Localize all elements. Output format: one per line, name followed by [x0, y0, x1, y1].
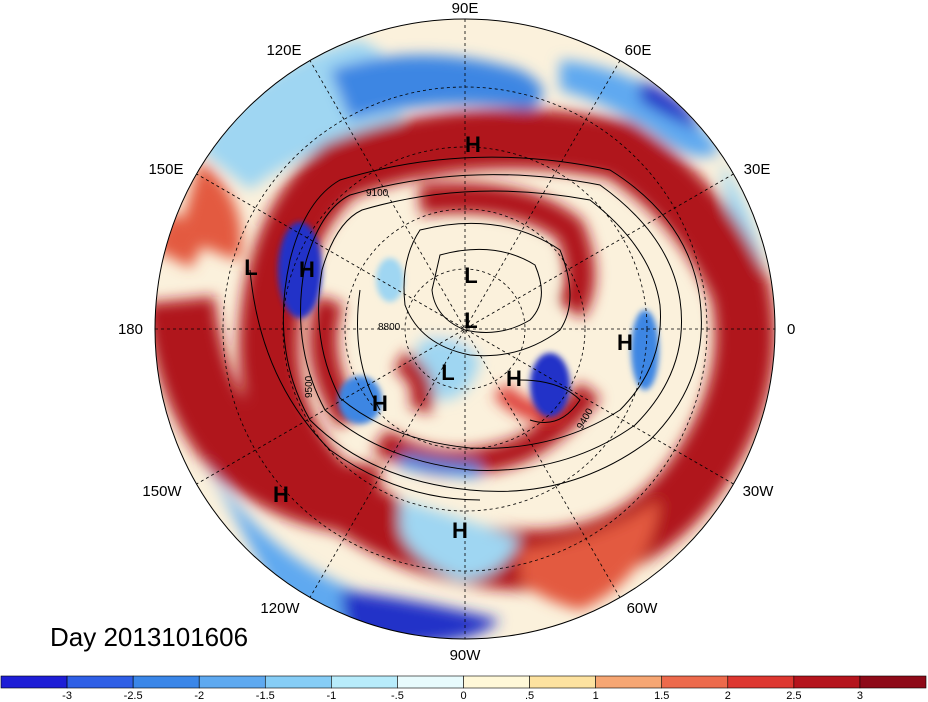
colorbar: -3 -2.5 -2 -1.5 -1 -.5 0 .5 1 1.5 2 2.5 3: [0, 675, 927, 702]
high-center: H: [465, 132, 481, 157]
high-center: H: [273, 482, 289, 507]
colorbar-tick-label: -1.5: [256, 690, 275, 702]
lon-label-120w: 120W: [260, 600, 300, 617]
colorbar-swatch: [0, 675, 68, 689]
colorbar-swatch: [661, 675, 729, 689]
lon-label-90w: 90W: [450, 647, 482, 664]
colorbar-tick-label: -.5: [391, 690, 404, 702]
lon-label-60w: 60W: [627, 600, 659, 617]
colorbar-swatch: [132, 675, 200, 689]
colorbar-tick-label: 2: [725, 690, 731, 702]
contour-label-8800: 8800: [378, 322, 401, 333]
colorbar-swatch: [463, 675, 530, 689]
colorbar-swatch: [198, 675, 266, 689]
colorbar-tick-label: -2.5: [124, 690, 143, 702]
colorbar-swatch: [264, 675, 332, 689]
colorbar-swatch: [595, 675, 663, 689]
high-center: H: [299, 257, 315, 282]
map-boundary: [154, 18, 776, 640]
colorbar-tick-label: -1: [326, 690, 336, 702]
colorbar-tick-label: -3: [62, 690, 72, 702]
colorbar-tick-label: 3: [857, 690, 863, 702]
colorbar-tick-label: 0: [460, 690, 466, 702]
lon-label-30w: 30W: [743, 483, 775, 500]
lon-label-30e: 30E: [744, 161, 771, 178]
lon-label-90e: 90E: [452, 0, 479, 17]
contour-label-9100: 9100: [366, 188, 389, 199]
graticule: [155, 19, 775, 639]
colorbar-tick-label: 1.5: [654, 690, 669, 702]
pressure-centers: H H H H H H H L L L L: [244, 132, 633, 543]
lon-label-60e: 60E: [625, 42, 652, 59]
colorbar-swatch: [397, 675, 464, 689]
high-center: H: [452, 518, 468, 543]
colorbar-tick-label: 1: [593, 690, 599, 702]
high-center: H: [372, 391, 388, 416]
anomaly-field: [155, 19, 775, 639]
colorbar-swatch: [793, 675, 861, 689]
contour-label-9500: 9500: [304, 375, 315, 398]
date-label: Day 2013101606: [50, 622, 248, 652]
colorbar-tick-label: -2: [194, 690, 204, 702]
low-center: L: [464, 308, 477, 333]
longitude-labels: 90E 60E 30E 0 30W 60W 90W 120W 150W 180 …: [118, 0, 795, 664]
colorbar-swatch: [529, 675, 596, 689]
colorbar-swatch: [331, 675, 398, 689]
colorbar-swatch: [66, 675, 134, 689]
low-center: L: [441, 360, 454, 385]
colorbar-swatch: [859, 675, 927, 689]
lon-label-0: 0: [787, 321, 795, 338]
low-center: L: [464, 263, 477, 288]
colorbar-tick-label: .5: [525, 690, 534, 702]
high-center: H: [617, 330, 633, 355]
colorbar-swatch: [727, 675, 795, 689]
height-contours: [249, 156, 702, 501]
lon-label-120e: 120E: [266, 42, 301, 59]
lon-label-150e: 150E: [148, 161, 183, 178]
high-center: H: [506, 366, 522, 391]
lon-label-180: 180: [118, 321, 143, 338]
low-center: L: [244, 255, 257, 280]
colorbar-tick-label: 2.5: [786, 690, 801, 702]
lon-label-150w: 150W: [142, 483, 182, 500]
